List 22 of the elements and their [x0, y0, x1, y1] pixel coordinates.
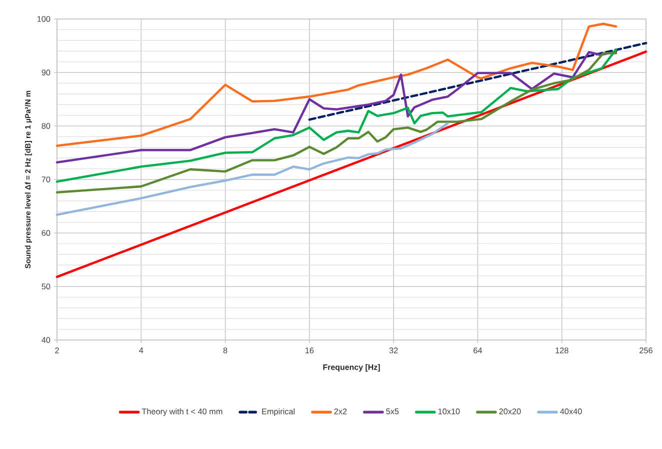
y-tick-label: 80: [42, 123, 50, 129]
x-tick-label: 16: [306, 348, 314, 354]
y-tick-label: 40: [42, 337, 50, 343]
y-tick-label: 60: [42, 230, 50, 236]
x-tick-label: 8: [223, 348, 228, 354]
y-tick-label: 90: [42, 70, 50, 76]
legend-label: Empirical: [262, 408, 295, 416]
x-tick-label: 32: [389, 348, 398, 354]
legend-label: 5x5: [386, 408, 399, 414]
legend-label: 20x20: [499, 408, 521, 414]
y-tick-label: 100: [37, 16, 50, 22]
legend-label: Theory with t < 40 mm: [142, 408, 222, 416]
x-tick-label: 2: [55, 348, 59, 354]
y-tick-label: 70: [42, 176, 50, 182]
legend-label: 2x2: [334, 408, 347, 414]
x-tick-label: 64: [474, 348, 482, 354]
legend-label: 10x10: [438, 408, 460, 414]
legend-label: 40x40: [560, 408, 582, 414]
y-tick-label: 50: [42, 284, 50, 290]
x-tick-label: 256: [640, 348, 652, 354]
x-tick-label: 4: [139, 348, 144, 354]
x-tick-label: 128: [556, 348, 568, 354]
